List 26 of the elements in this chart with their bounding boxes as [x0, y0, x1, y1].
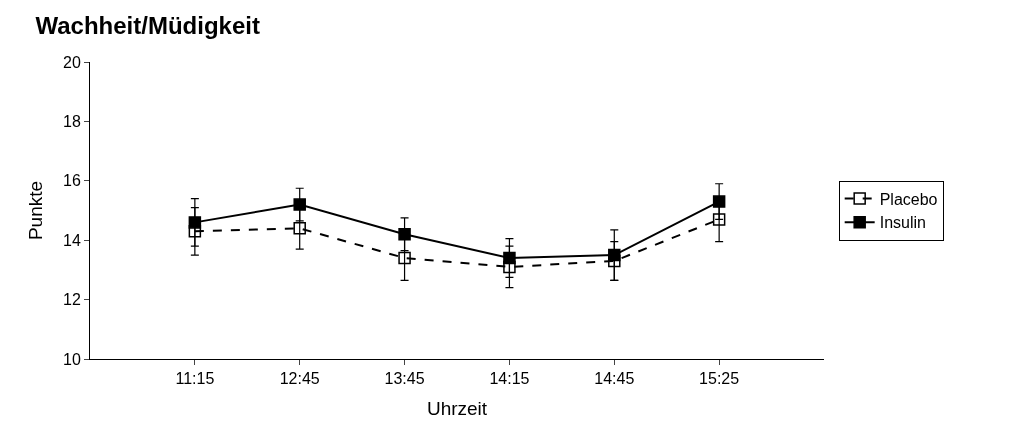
- point: [293, 222, 306, 235]
- x-tick-label: 15:25: [699, 370, 740, 388]
- point: [398, 228, 411, 241]
- y-tick-label: 20: [63, 53, 81, 71]
- point: [608, 248, 621, 262]
- y-tick-label: 18: [63, 113, 81, 130]
- legend-label: Insulin: [879, 214, 926, 232]
- y-axis-title: Punkte: [24, 180, 46, 241]
- y-tick-label: 12: [63, 291, 81, 309]
- point: [712, 195, 726, 208]
- y-tick-label: 16: [63, 172, 81, 190]
- x-tick-label: 12:45: [279, 370, 320, 388]
- y-tick-label: 10: [63, 350, 81, 368]
- x-tick-label: 14:45: [594, 370, 635, 388]
- x-tick-label: 13:45: [384, 370, 425, 388]
- point: [398, 251, 411, 265]
- legend-label: Placebo: [879, 190, 938, 208]
- y-tick-label: 14: [63, 231, 81, 249]
- x-axis-title: Uhrzeit: [426, 398, 488, 419]
- point: [293, 198, 306, 211]
- point: [188, 216, 202, 229]
- x-tick-label: 14:15: [489, 370, 530, 388]
- chart-title: Wachheit/Müdigkeit: [35, 12, 260, 40]
- x-tick-label: 11:15: [175, 370, 215, 388]
- point: [503, 251, 516, 265]
- point: [712, 213, 726, 226]
